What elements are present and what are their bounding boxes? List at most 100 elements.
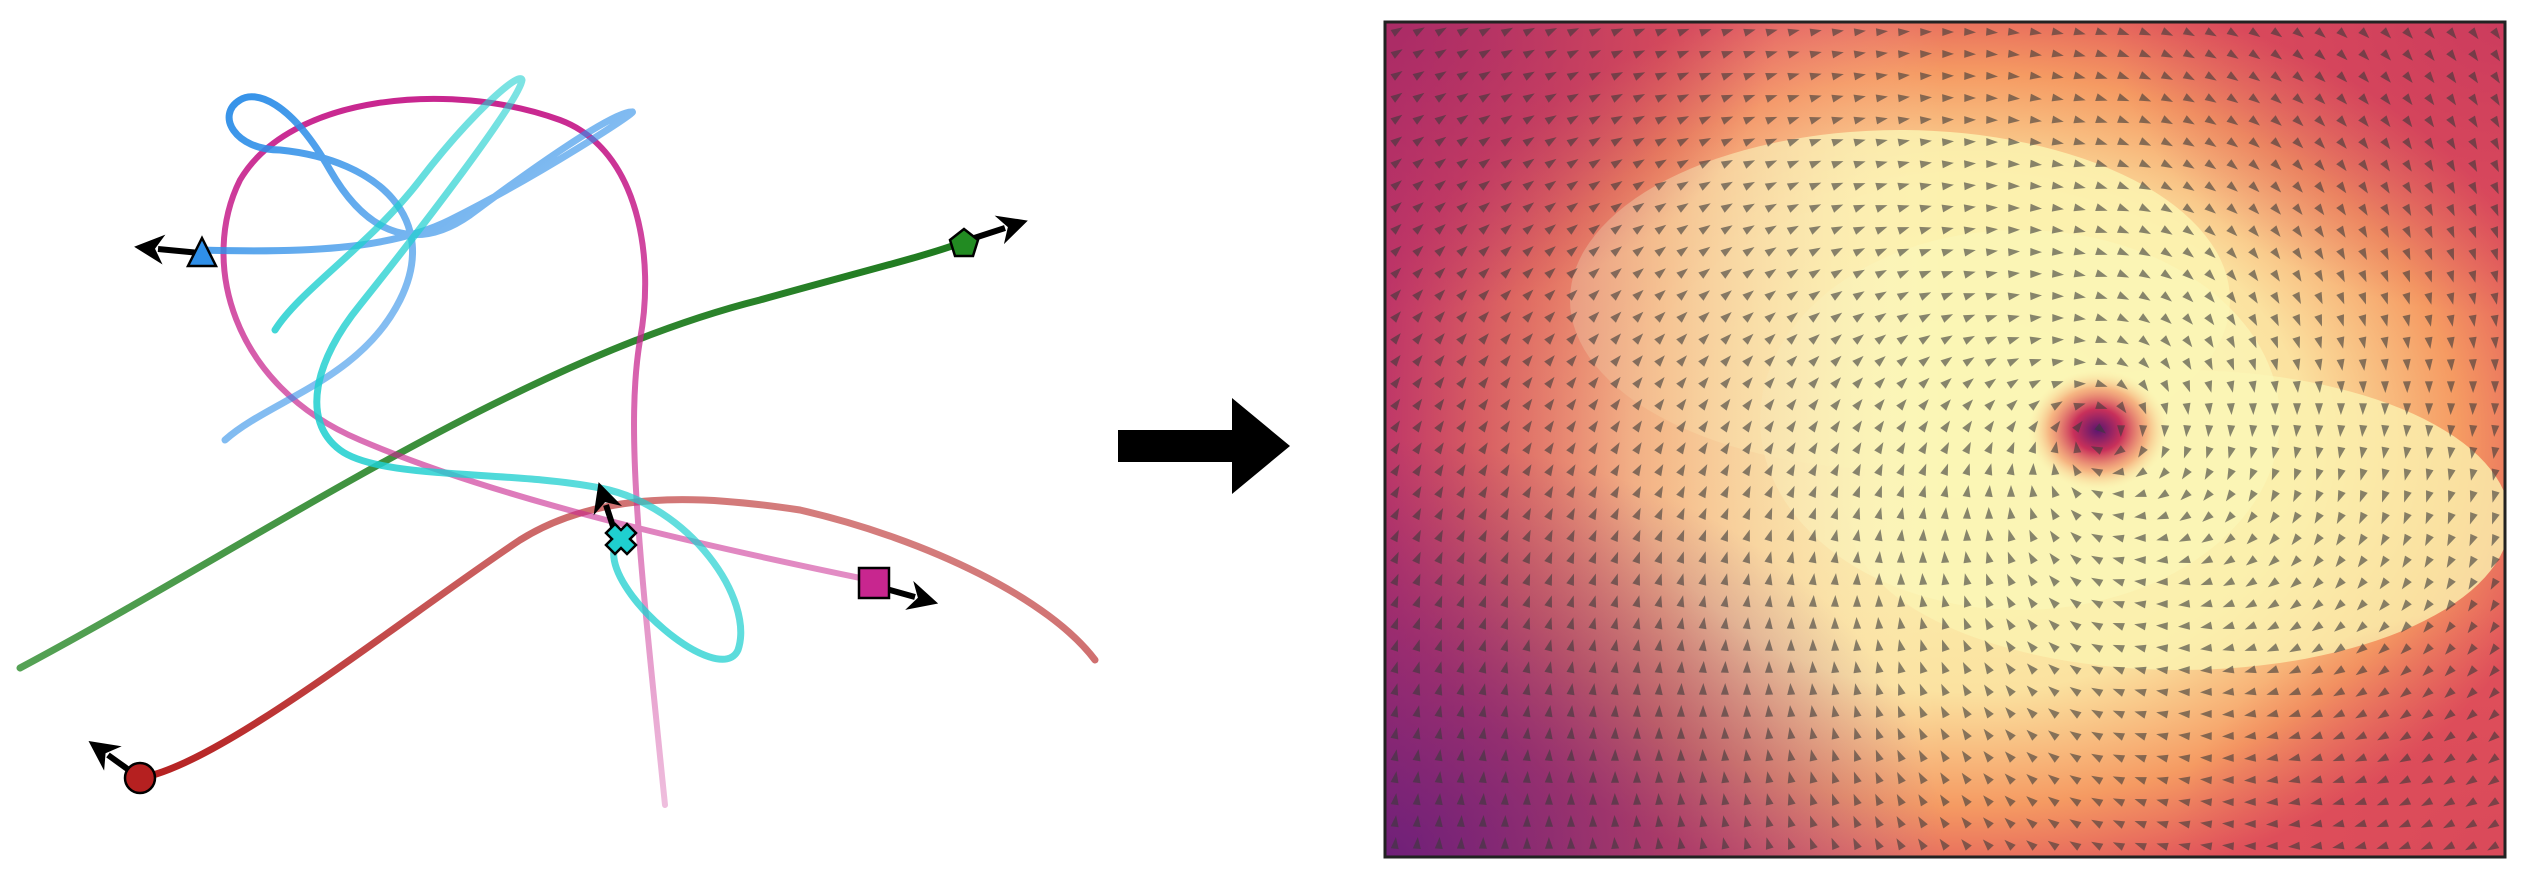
velocity-arrow-icon: [1390, 420, 1400, 433]
velocity-arrow-icon: [1742, 138, 1756, 147]
velocity-arrow-icon: [2007, 71, 2020, 80]
velocity-arrow-icon: [1434, 837, 1443, 849]
velocity-arrow-icon: [1478, 464, 1488, 477]
velocity-arrow-icon: [2337, 403, 2345, 415]
velocity-arrow-icon: [1655, 28, 1668, 37]
velocity-arrow-icon: [2248, 291, 2258, 304]
velocity-arrow-icon: [1544, 639, 1553, 652]
velocity-arrow-icon: [1654, 94, 1668, 103]
velocity-arrow-icon: [1786, 617, 1795, 629]
velocity-arrow-icon: [2446, 336, 2455, 349]
velocity-arrow-icon: [2249, 446, 2258, 459]
velocity-arrow-icon: [2468, 181, 2477, 195]
velocity-arrow-icon: [1478, 289, 1490, 301]
velocity-arrow-icon: [2095, 379, 2108, 387]
velocity-arrow-icon: [1390, 661, 1399, 674]
velocity-arrow-icon: [1984, 463, 1993, 476]
velocity-arrow-icon: [2490, 181, 2499, 195]
velocity-arrow-icon: [1632, 72, 1646, 81]
velocity-arrow-icon: [2380, 270, 2389, 283]
velocity-arrow-icon: [1918, 335, 1931, 345]
velocity-arrow-icon: [2402, 555, 2412, 568]
velocity-arrow-icon: [2400, 643, 2412, 655]
velocity-arrow-icon: [2112, 601, 2125, 609]
velocity-arrow-icon: [1478, 224, 1490, 235]
velocity-arrow-icon: [1698, 683, 1707, 695]
velocity-arrow-icon: [2310, 731, 2323, 739]
velocity-arrow-icon: [2376, 797, 2389, 806]
velocity-arrow-icon: [1962, 335, 1975, 345]
velocity-arrow-icon: [2314, 203, 2325, 216]
velocity-arrow-icon: [2027, 596, 2038, 609]
velocity-arrow-icon: [1676, 551, 1684, 564]
velocity-arrow-icon: [1390, 442, 1400, 455]
velocity-arrow-icon: [1610, 289, 1622, 301]
velocity-arrow-icon: [2491, 534, 2500, 547]
velocity-arrow-icon: [2091, 489, 2104, 499]
velocity-arrow-icon: [1875, 683, 1884, 696]
velocity-arrow-icon: [2354, 775, 2367, 784]
velocity-arrow-icon: [2424, 292, 2433, 305]
velocity-arrow-icon: [1544, 376, 1555, 389]
velocity-arrow-icon: [1544, 486, 1554, 499]
velocity-arrow-icon: [2074, 380, 2086, 389]
velocity-arrow-icon: [1456, 27, 1469, 37]
velocity-arrow-icon: [1808, 463, 1817, 477]
velocity-arrow-icon: [2293, 403, 2301, 415]
velocity-arrow-icon: [2271, 446, 2280, 459]
velocity-arrow-icon: [2204, 357, 2213, 371]
velocity-arrow-icon: [2292, 203, 2303, 215]
velocity-arrow-icon: [1875, 749, 1884, 762]
velocity-arrow-icon: [1831, 204, 1844, 213]
velocity-arrow-icon: [2488, 753, 2500, 764]
velocity-arrow-icon: [1742, 639, 1751, 651]
velocity-arrow-icon: [2332, 731, 2345, 740]
velocity-arrow-icon: [2402, 93, 2413, 106]
velocity-arrow-icon: [2380, 181, 2390, 194]
velocity-arrow-icon: [1500, 49, 1513, 59]
velocity-arrow-icon: [1875, 94, 1888, 103]
velocity-arrow-icon: [1676, 181, 1689, 191]
velocity-arrow-icon: [1831, 683, 1840, 696]
velocity-arrow-icon: [1611, 815, 1620, 827]
velocity-arrow-icon: [1830, 312, 1843, 323]
velocity-arrow-icon: [1721, 29, 1734, 37]
velocity-arrow-icon: [1412, 573, 1421, 586]
velocity-arrow-icon: [1654, 137, 1667, 147]
velocity-arrow-icon: [1456, 355, 1467, 367]
velocity-arrow-icon: [1632, 268, 1644, 279]
velocity-arrow-icon: [1412, 376, 1423, 389]
velocity-arrow-icon: [1632, 595, 1641, 608]
velocity-arrow-icon: [1853, 683, 1862, 696]
velocity-arrow-icon: [2446, 555, 2456, 568]
velocity-arrow-icon: [2292, 137, 2304, 149]
velocity-arrow-icon: [1985, 226, 1998, 235]
velocity-arrow-icon: [2266, 643, 2280, 652]
velocity-arrow-icon: [2312, 577, 2324, 589]
velocity-arrow-icon: [1478, 529, 1487, 543]
velocity-arrow-icon: [1765, 793, 1774, 806]
velocity-arrow-icon: [2467, 643, 2478, 655]
velocity-arrow-icon: [1699, 29, 1712, 37]
velocity-arrow-icon: [2161, 425, 2170, 437]
velocity-arrow-icon: [2116, 379, 2128, 390]
velocity-arrow-icon: [2004, 773, 2016, 785]
velocity-arrow-icon: [1456, 71, 1469, 81]
velocity-arrow-icon: [1743, 116, 1756, 125]
velocity-arrow-icon: [2358, 71, 2370, 83]
velocity-arrow-icon: [1566, 50, 1579, 59]
velocity-arrow-icon: [1875, 793, 1884, 807]
velocity-arrow-icon: [2443, 753, 2456, 764]
velocity-arrow-icon: [2268, 555, 2280, 567]
velocity-arrow-icon: [1985, 270, 1998, 279]
velocity-arrow-icon: [2007, 337, 2020, 345]
velocity-arrow-icon: [1456, 551, 1465, 565]
velocity-arrow-icon: [1456, 837, 1465, 849]
velocity-arrow-icon: [2178, 732, 2191, 741]
velocity-arrow-icon: [1544, 529, 1553, 543]
velocity-arrow-icon: [2069, 664, 2082, 675]
velocity-arrow-icon: [1390, 617, 1398, 630]
velocity-arrow-icon: [1962, 507, 1971, 519]
velocity-arrow-icon: [1500, 705, 1509, 718]
velocity-arrow-icon: [2248, 336, 2257, 349]
